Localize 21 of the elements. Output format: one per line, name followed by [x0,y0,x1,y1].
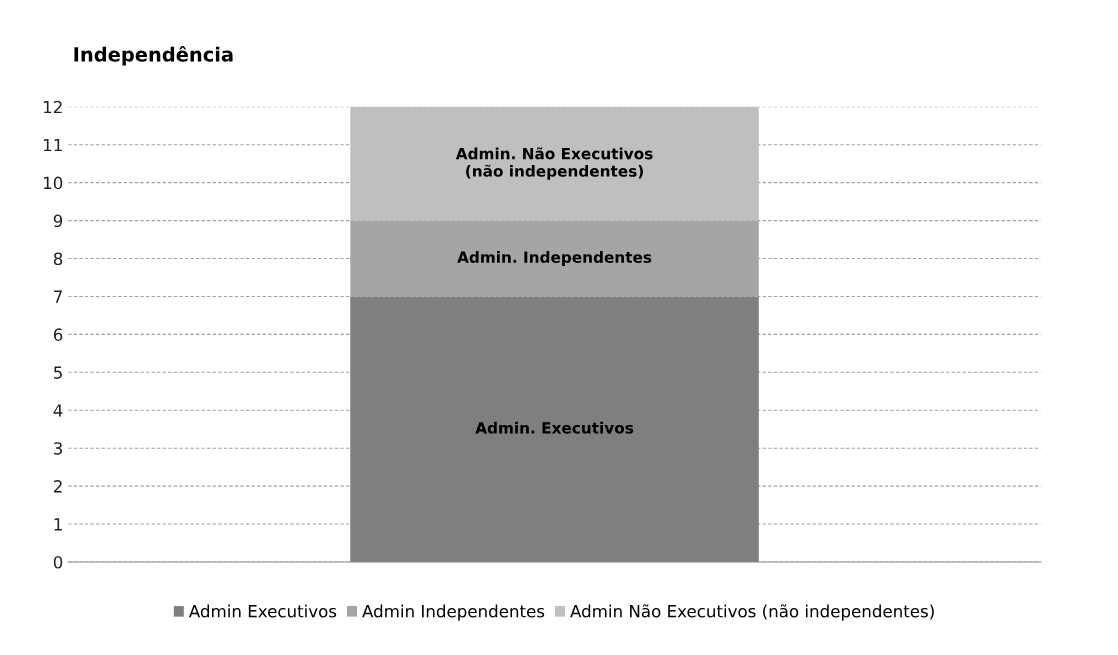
y-tick-label: 9 [53,214,63,228]
y-tick-label: 7 [54,290,62,303]
y-tick-label: 12 [43,100,62,114]
chart-title: Independência [74,45,233,66]
data-label: Admin. Não Executivos (não independentes) [455,147,653,180]
data-label: Admin. Independentes [457,251,652,266]
legend-label: Admin Independentes [362,604,545,621]
y-tick-label: 1 [54,518,62,531]
data-label: Admin. Executivos [475,421,634,434]
y-tick-label: 8 [53,252,63,266]
y-tick-label: 5 [54,366,62,379]
legend-label: Admin Executivos [188,604,337,618]
y-tick-label: 11 [43,138,62,152]
bar [350,106,759,221]
legend-label: Admin Não Executivos (não independentes) [570,604,934,621]
y-tick-label: 10 [43,176,63,190]
y-tick-label: 6 [53,328,63,341]
y-tick-label: 3 [54,442,62,455]
y-tick-label: 4 [53,404,63,417]
y-tick-label: 0 [53,555,63,569]
y-tick-label: 2 [53,480,62,493]
